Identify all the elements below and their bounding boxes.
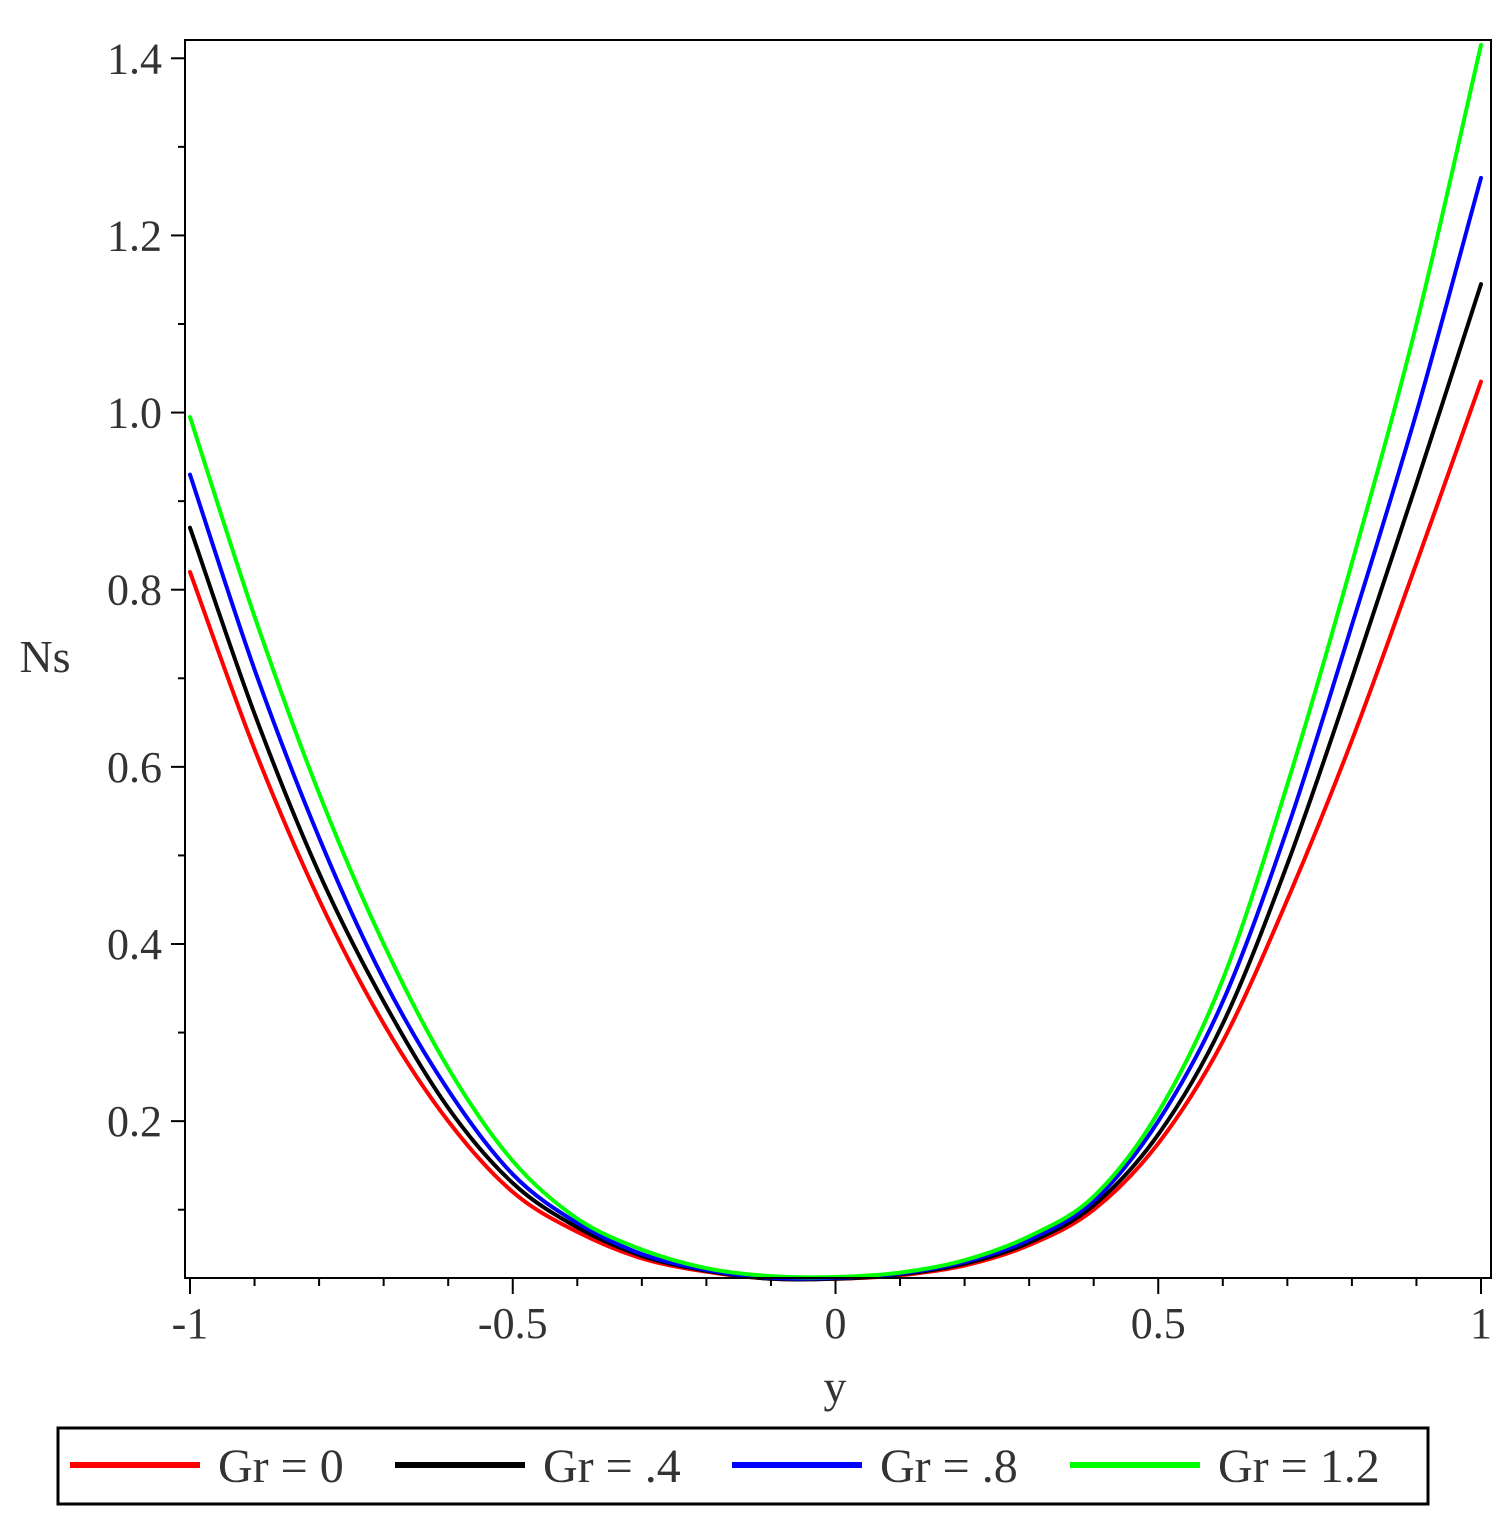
y-tick-label-0: 0.2 (107, 1097, 162, 1146)
x-tick-label-2: 0 (825, 1299, 847, 1348)
plot-frame (184, 39, 1492, 1279)
legend-label-3: Gr = 1.2 (1218, 1440, 1380, 1493)
x-tick-label-0: -1 (172, 1299, 209, 1348)
ticks-layer: -1 -0.5 0 0.5 1 0.2 0.4 0.6 0.8 1.0 1.2 1.4 (107, 34, 1492, 1348)
series-line-3 (188, 43, 1483, 1280)
y-tick-label-2: 0.6 (107, 743, 162, 792)
x-tick-label-4: 1 (1470, 1299, 1492, 1348)
legend-label-2: Gr = .8 (880, 1440, 1018, 1493)
x-tick-label-1: -0.5 (478, 1299, 548, 1348)
y-tick-label-1: 0.4 (107, 920, 162, 969)
y-axis-label: Ns (19, 631, 70, 682)
legend-label-0: Gr = 0 (218, 1440, 344, 1493)
y-tick-label-5: 1.2 (107, 211, 162, 260)
y-tick-label-4: 1.0 (107, 389, 162, 438)
y-tick-label-6: 1.4 (107, 34, 162, 83)
x-axis-label: y (824, 1361, 847, 1412)
y-tick-label-3: 0.8 (107, 566, 162, 615)
legend: Gr = 0 Gr = .4 Gr = .8 Gr = 1.2 (70, 1440, 1380, 1493)
legend-label-1: Gr = .4 (543, 1440, 681, 1493)
x-tick-label-3: 0.5 (1131, 1299, 1186, 1348)
